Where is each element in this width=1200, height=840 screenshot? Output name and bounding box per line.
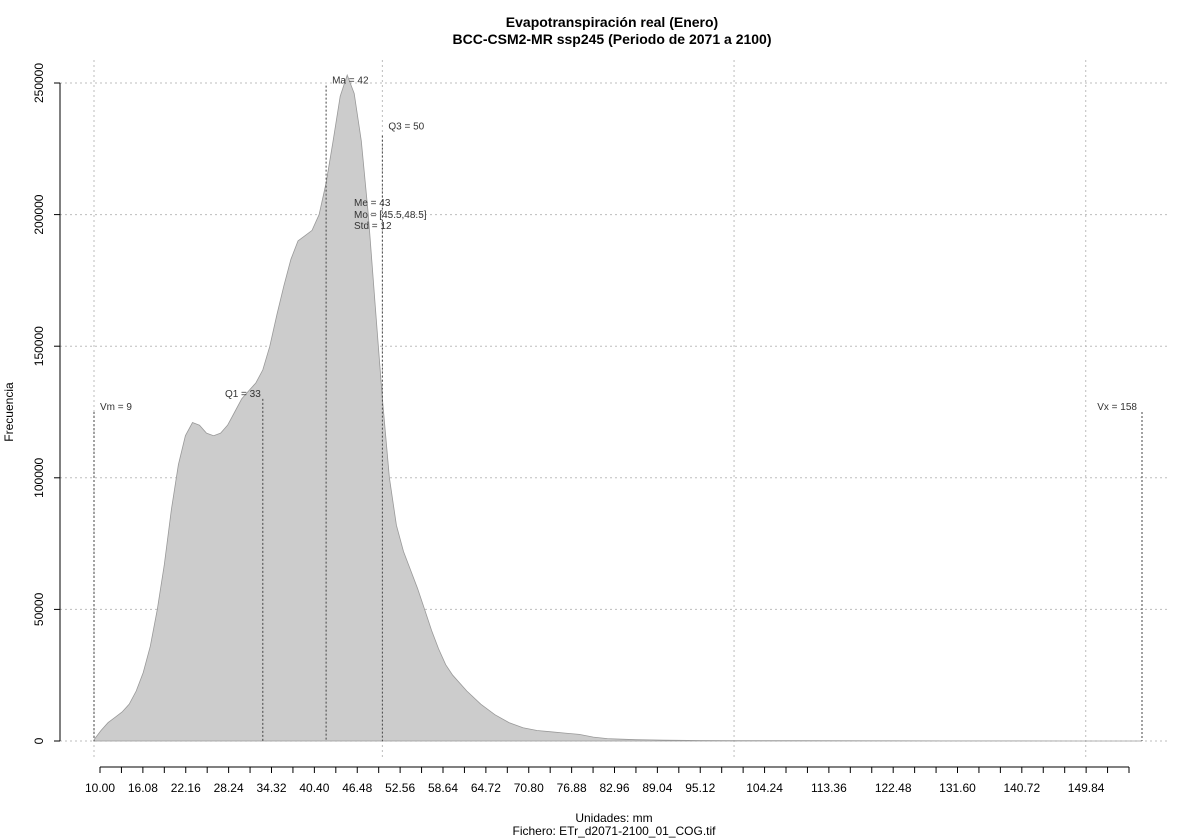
x-tick-label-20: 149.84 <box>1068 781 1105 795</box>
area-layer <box>93 73 1142 742</box>
axis-layer: 0 50000 100000 150000 200000 250000 10.00 16.08… <box>32 63 1130 795</box>
stat-std: Std = 12 <box>354 221 392 232</box>
marker-label-vx: Vx = 158 <box>1097 402 1137 413</box>
x-tick-label-18: 131.60 <box>939 781 976 795</box>
x-tick-label-17: 122.48 <box>875 781 912 795</box>
x-tick-label-10: 70.80 <box>514 781 544 795</box>
stats-block: Me = 43 Mo = [45.5,48.5] Std = 12 <box>354 198 427 232</box>
x-tick-label-14: 95.12 <box>685 781 715 795</box>
marker-label-ma: Ma = 42 <box>332 76 369 87</box>
x-tick-label-9: 64.72 <box>471 781 501 795</box>
x-axis-label: Unidades: mm <box>575 811 652 825</box>
y-tick-label-3: 150000 <box>32 326 46 366</box>
x-tick-label-4: 34.32 <box>256 781 286 795</box>
stat-mean: Me = 43 <box>354 198 391 209</box>
x-tick-label-19: 140.72 <box>1003 781 1040 795</box>
y-tick-label-0: 0 <box>32 737 46 744</box>
x-tick-label-3: 28.24 <box>214 781 244 795</box>
x-tick-label-8: 58.64 <box>428 781 458 795</box>
marker-label-vm: Vm = 9 <box>100 402 132 413</box>
marker-layer: Vm = 9 Q1 = 33 Ma = 42 Q3 = 50 Vx = 158 <box>93 76 1143 741</box>
chart-title: Evapotranspiración real (Enero) <box>506 14 718 30</box>
x-tick-label-11: 76.88 <box>557 781 587 795</box>
y-tick-label-1: 50000 <box>32 592 46 626</box>
x-tick-label-12: 82.96 <box>599 781 629 795</box>
y-tick-label-2: 100000 <box>32 457 46 497</box>
stat-mode: Mo = [45.5,48.5] <box>354 210 427 221</box>
density-area <box>93 73 1142 742</box>
x-tick-label-7: 52.56 <box>385 781 415 795</box>
chart-subtitle: BCC-CSM2-MR ssp245 (Periodo de 2071 a 21… <box>453 31 772 47</box>
x-tick-label-5: 40.40 <box>299 781 329 795</box>
x-tick-label-6: 46.48 <box>342 781 372 795</box>
marker-label-q1: Q1 = 33 <box>225 389 261 400</box>
marker-label-q3: Q3 = 50 <box>388 122 424 133</box>
x-tick-label-16: 113.36 <box>811 781 847 795</box>
y-tick-label-4: 200000 <box>32 194 46 234</box>
x-tick-label-1: 16.08 <box>128 781 158 795</box>
y-tick-label-5: 250000 <box>32 63 46 103</box>
x-tick-label-15: 104.24 <box>746 781 783 795</box>
y-axis-label: Frecuencia <box>2 382 16 442</box>
file-caption: Fichero: ETr_d2071-2100_01_COG.tif <box>513 824 717 838</box>
x-tick-label-2: 22.16 <box>171 781 201 795</box>
x-tick-label-0: 10.00 <box>85 781 115 795</box>
x-tick-label-13: 89.04 <box>642 781 672 795</box>
